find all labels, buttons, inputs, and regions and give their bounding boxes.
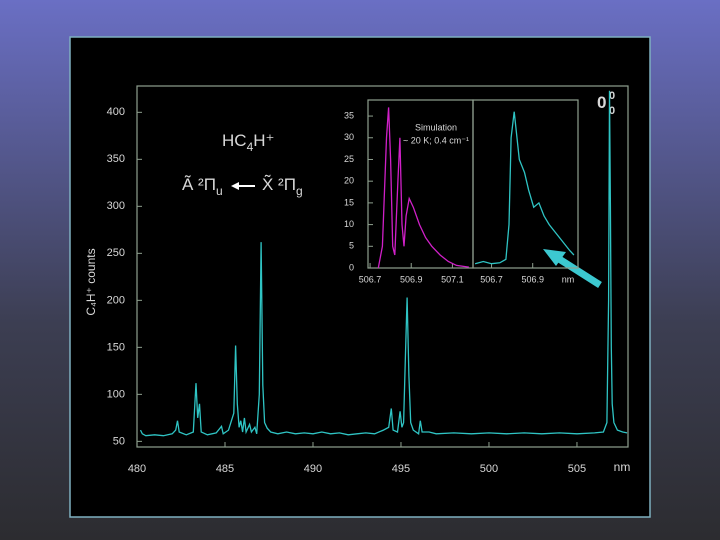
inset-x-label: nm (562, 274, 575, 284)
y-tick-label: 300 (107, 200, 125, 212)
y-tick-label: 50 (113, 435, 125, 447)
plot-frame (136, 85, 629, 448)
x-tick-label: 500 (480, 463, 498, 475)
arrow-head (543, 249, 566, 266)
inset-title: Simulation (415, 122, 457, 132)
y-tick-label: 10 (344, 219, 354, 229)
x-tick-label: 506.9 (521, 274, 544, 284)
y-tick-label: 100 (107, 388, 125, 400)
y-tick-label: 350 (107, 153, 125, 165)
x-tick-label: 506.7 (359, 274, 382, 284)
arrow-head (231, 182, 239, 190)
y-tick-label: 250 (107, 247, 125, 259)
spectrum-line (377, 107, 469, 269)
x-tick-label: 495 (392, 463, 410, 475)
y-tick-label: 5 (349, 241, 354, 251)
y-tick-label: 20 (344, 176, 354, 186)
y-tick-label: 200 (107, 294, 125, 306)
y-tick-label: 15 (344, 197, 354, 207)
annotation: HC4H⁺ (222, 131, 275, 154)
spectrum-line (139, 90, 628, 437)
plot-frame (472, 99, 579, 269)
x-tick-label: 485 (216, 463, 234, 475)
y-axis-label: C₄H⁺ counts (84, 248, 98, 315)
annotation: Ã ²Πu (182, 175, 223, 198)
panel (69, 36, 651, 518)
spectrum-line (474, 111, 575, 265)
inset-subtitle: ~ 20 K; 0.4 cm⁻¹ (403, 135, 469, 145)
x-tick-label: 490 (304, 463, 322, 475)
y-tick-label: 400 (107, 106, 125, 118)
annotation: X̃ ²Πg (262, 175, 303, 199)
y-tick-label: 0 (349, 262, 354, 272)
y-tick-label: 35 (344, 110, 354, 120)
x-axis-label: nm (614, 460, 631, 474)
y-tick-label: 30 (344, 132, 354, 142)
x-tick-label: 506.9 (400, 274, 423, 284)
x-tick-label: 506.7 (480, 274, 503, 284)
y-tick-label: 150 (107, 341, 125, 353)
x-tick-label: 480 (128, 463, 146, 475)
x-tick-label: 505 (568, 463, 586, 475)
x-tick-label: 507.1 (441, 274, 464, 284)
pointer-arrow (554, 254, 602, 288)
y-tick-label: 25 (344, 154, 354, 164)
